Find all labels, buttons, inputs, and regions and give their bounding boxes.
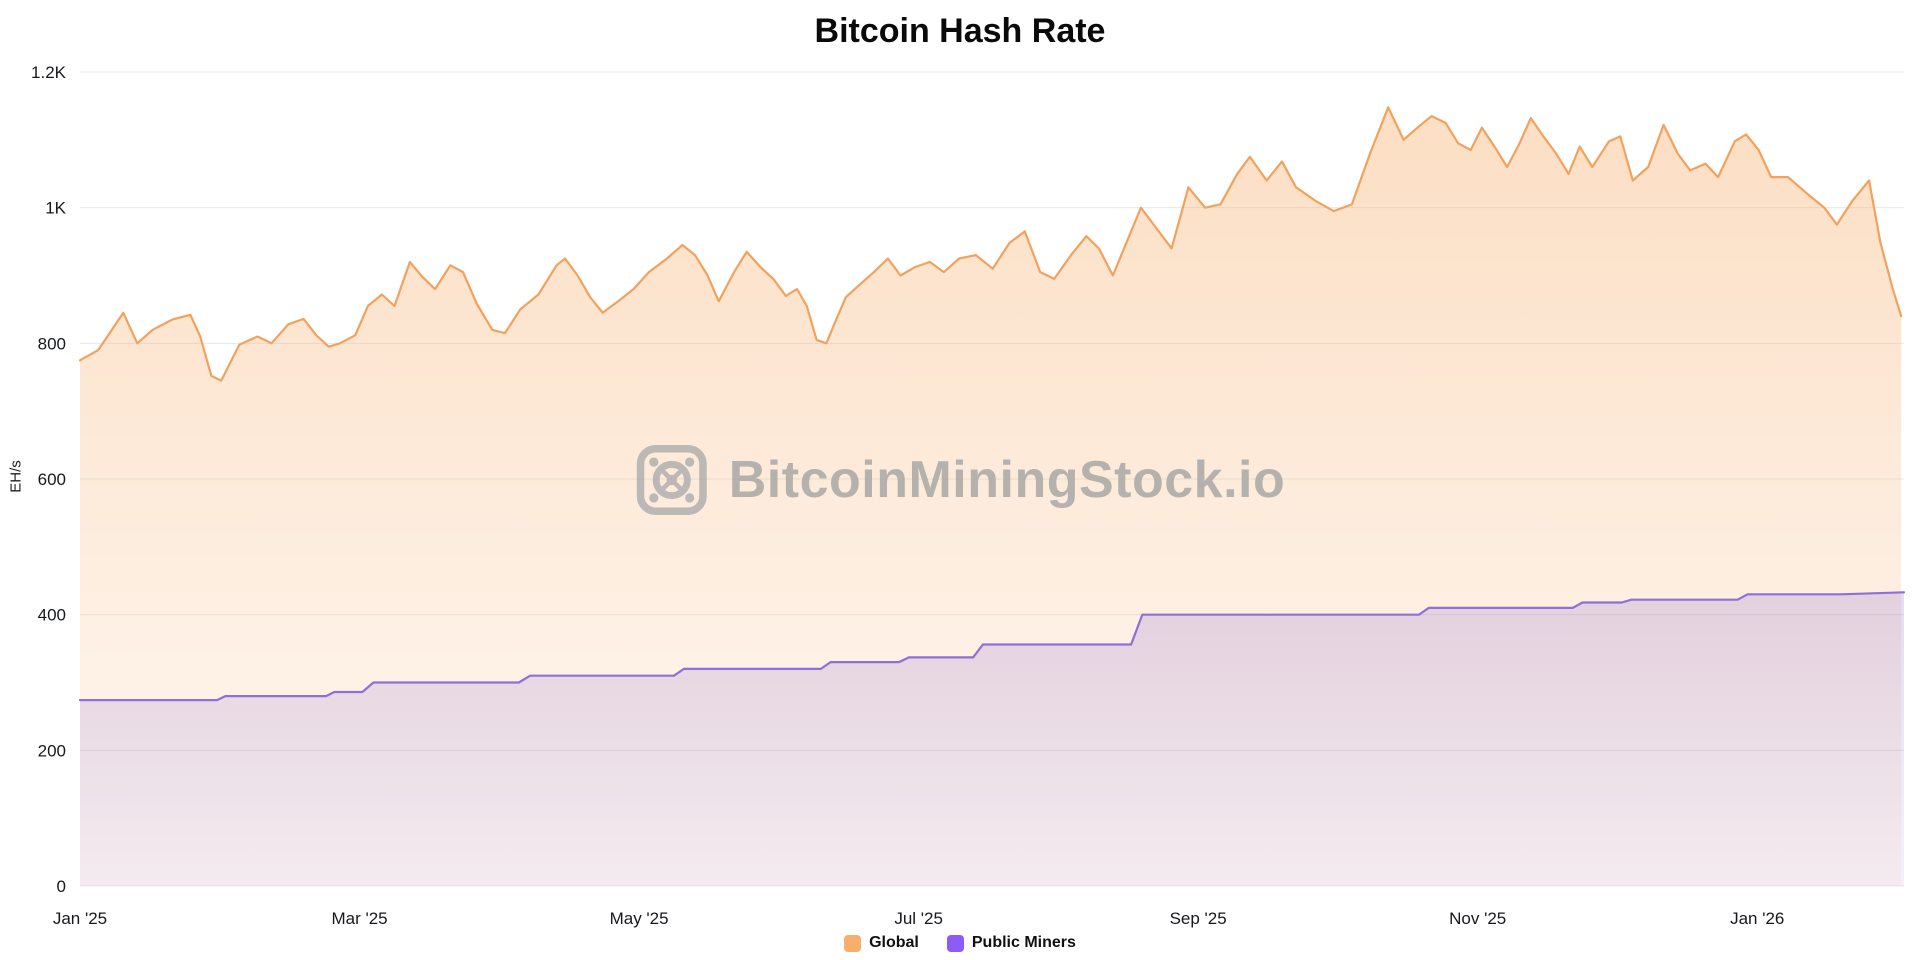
legend-swatch-public-miners (946, 934, 964, 952)
chart-title: Bitcoin Hash Rate (814, 12, 1106, 50)
svg-text:400: 400 (38, 606, 66, 625)
legend-item-global[interactable]: Global (844, 934, 919, 952)
svg-text:1K: 1K (45, 199, 66, 218)
svg-text:Nov '25: Nov '25 (1449, 909, 1506, 928)
svg-text:Jan '25: Jan '25 (53, 909, 107, 928)
svg-text:200: 200 (38, 741, 66, 760)
svg-text:1.2K: 1.2K (31, 63, 67, 82)
legend-label-global: Global (869, 934, 919, 951)
chart-legend: Global Public Miners (0, 934, 1920, 952)
svg-text:800: 800 (38, 334, 66, 353)
legend-label-public-miners: Public Miners (971, 934, 1076, 951)
svg-text:0: 0 (57, 877, 66, 896)
svg-text:600: 600 (38, 470, 66, 489)
svg-text:Mar '25: Mar '25 (331, 909, 387, 928)
legend-swatch-global (844, 934, 862, 952)
svg-text:Jan '26: Jan '26 (1730, 909, 1784, 928)
svg-text:May '25: May '25 (610, 909, 669, 928)
svg-text:Jul '25: Jul '25 (894, 909, 943, 928)
svg-text:Sep '25: Sep '25 (1170, 909, 1227, 928)
legend-item-public-miners[interactable]: Public Miners (946, 934, 1076, 952)
